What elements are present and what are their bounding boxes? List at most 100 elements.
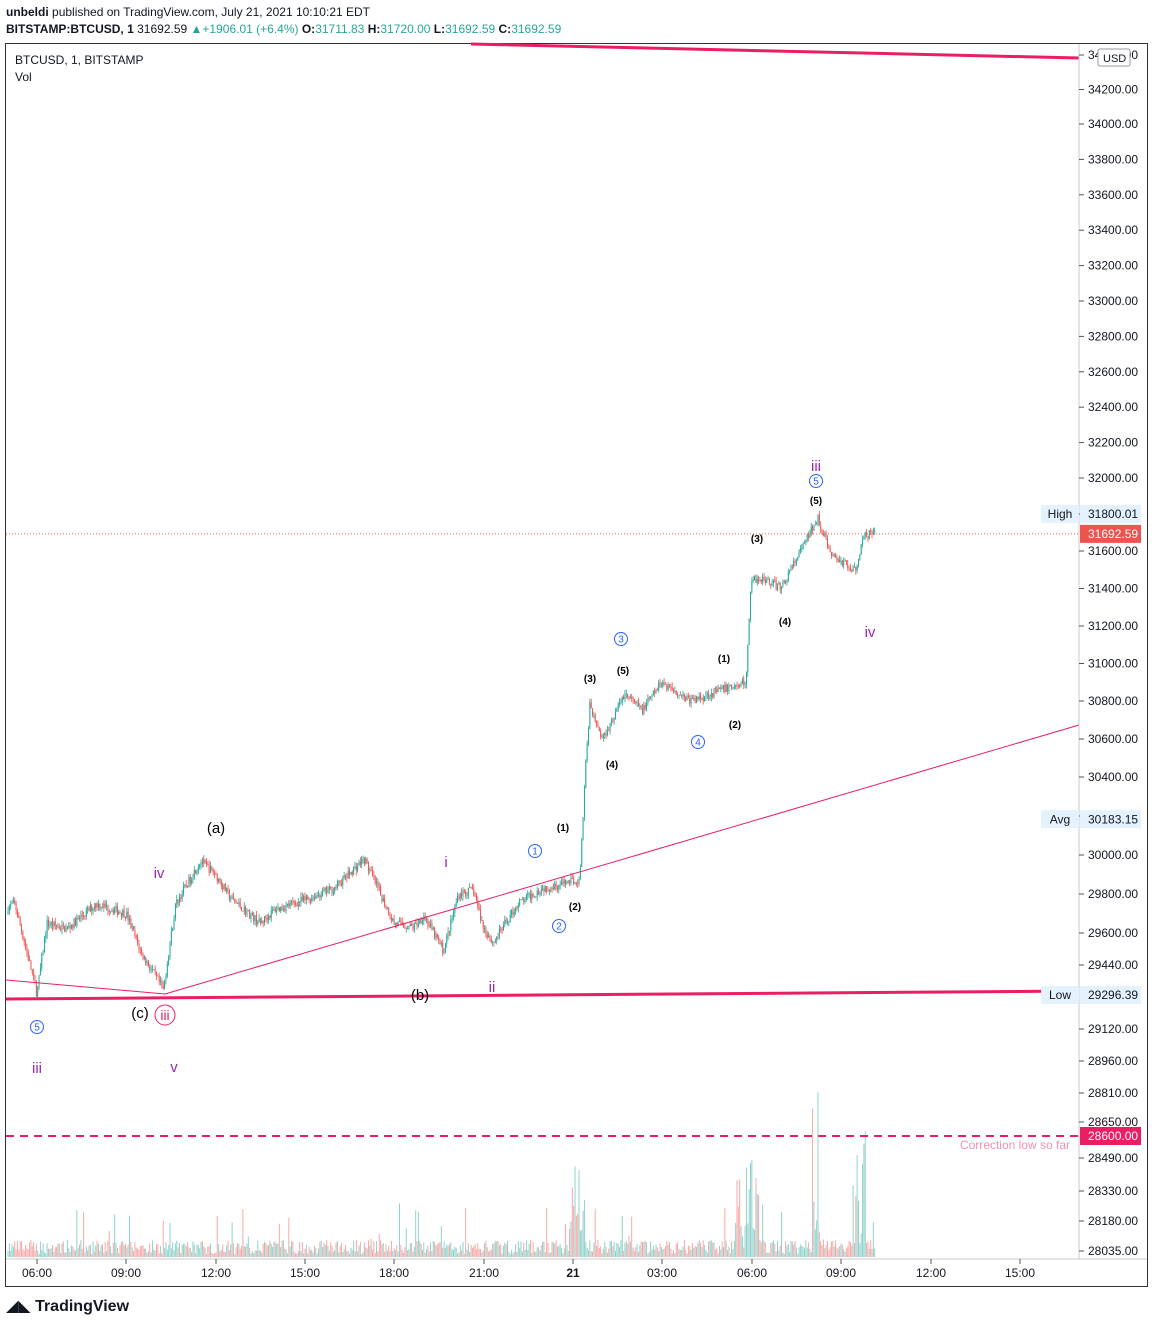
candle-body — [709, 696, 711, 699]
tradingview-logo[interactable]: ◢◣ TradingView — [6, 1296, 129, 1316]
volume-bar — [673, 1250, 675, 1257]
volume-bar — [466, 1249, 468, 1257]
candle-body — [277, 907, 279, 911]
candle-body — [481, 920, 483, 922]
candle-body — [111, 910, 113, 912]
volume-bar — [178, 1242, 180, 1257]
currency-box — [1097, 48, 1131, 67]
volume-bar — [57, 1243, 59, 1257]
volume-bar — [644, 1240, 646, 1257]
volume-bar — [143, 1248, 145, 1257]
candle-body — [575, 882, 577, 884]
volume-bar — [531, 1252, 533, 1257]
volume-bar — [520, 1241, 522, 1257]
volume-bar — [509, 1253, 511, 1257]
volume-bar — [872, 1222, 874, 1257]
volume-bar — [124, 1243, 126, 1257]
candle-body — [156, 972, 157, 976]
candle-body — [269, 915, 271, 918]
candle-body — [743, 679, 745, 685]
candle-body — [794, 560, 796, 563]
candle-body — [644, 704, 646, 709]
volume-bars — [7, 1092, 876, 1257]
volume-bar — [624, 1242, 626, 1257]
candle-body — [654, 690, 656, 694]
low-badge-box — [1080, 986, 1141, 1004]
volume-bar — [525, 1240, 527, 1257]
candle-body — [843, 561, 845, 566]
chart-frame[interactable] — [5, 43, 1148, 1287]
volume-bar — [485, 1240, 487, 1257]
volume-bar — [705, 1249, 707, 1257]
candle-body — [671, 687, 673, 690]
candle-body — [612, 720, 614, 722]
volume-bar — [430, 1242, 432, 1257]
candle-body — [489, 935, 491, 940]
candle-body — [192, 878, 194, 881]
candle-body — [52, 922, 54, 927]
volume-bar — [235, 1247, 237, 1257]
candle-body — [451, 918, 453, 920]
volume-bar — [446, 1244, 448, 1257]
candle-body — [828, 546, 830, 549]
candle-body — [666, 684, 668, 690]
volume-bar — [732, 1249, 734, 1257]
wave-label: (3) — [584, 674, 596, 685]
volume-bar — [207, 1246, 209, 1257]
volume-bar — [651, 1249, 653, 1257]
volume-bar — [22, 1248, 24, 1257]
volume-bar — [528, 1243, 530, 1257]
volume-bar — [89, 1244, 91, 1257]
volume-bar — [747, 1223, 749, 1257]
volume-bar — [49, 1249, 51, 1257]
candle-body — [332, 891, 334, 894]
volume-bar — [96, 1240, 98, 1257]
volume-bar — [463, 1253, 465, 1257]
volume-bar — [423, 1242, 425, 1257]
volume-bar — [467, 1243, 469, 1257]
volume-bar — [259, 1250, 261, 1257]
avg-tag-box — [1041, 810, 1079, 829]
candle-body — [496, 937, 498, 941]
candle-body — [821, 529, 823, 534]
volume-bar — [77, 1248, 79, 1257]
volume-bar — [361, 1253, 363, 1257]
candle-body — [188, 876, 190, 887]
volume-bar — [351, 1249, 353, 1257]
candle-body — [413, 923, 415, 930]
candle-body — [336, 881, 338, 888]
volume-bar — [424, 1252, 426, 1257]
candle-body — [521, 899, 523, 900]
volume-bar — [840, 1243, 842, 1257]
open-value: 31711.83 — [315, 22, 365, 36]
volume-bar — [56, 1246, 58, 1257]
candle-body — [832, 555, 834, 557]
wave-label: 5 — [34, 1023, 40, 1034]
volume-bar — [102, 1244, 103, 1257]
volume-bar — [15, 1249, 17, 1257]
candle-body — [829, 548, 831, 552]
candle-body — [56, 925, 58, 927]
volume-bar — [211, 1252, 213, 1257]
volume-bar — [340, 1242, 342, 1257]
candle-body — [22, 931, 24, 939]
price-tick-label: 28180.00 — [1088, 1214, 1138, 1228]
time-tick-label: 06:00 — [737, 1266, 767, 1280]
candle-body — [149, 966, 151, 970]
volume-bar — [615, 1250, 616, 1257]
author-name[interactable]: unbeldi — [6, 5, 49, 19]
candle-body — [772, 580, 774, 583]
candle-body — [212, 869, 214, 874]
candle-body — [596, 721, 598, 724]
volume-bar — [224, 1251, 226, 1257]
volume-bar — [836, 1247, 838, 1257]
candle-body — [100, 907, 102, 909]
candle-body — [245, 906, 247, 915]
candle-body — [586, 743, 588, 761]
candle-body — [758, 579, 760, 581]
candle-body — [705, 694, 707, 697]
candle-body — [409, 923, 411, 927]
volume-bar — [45, 1253, 47, 1257]
candle-body — [355, 866, 357, 871]
